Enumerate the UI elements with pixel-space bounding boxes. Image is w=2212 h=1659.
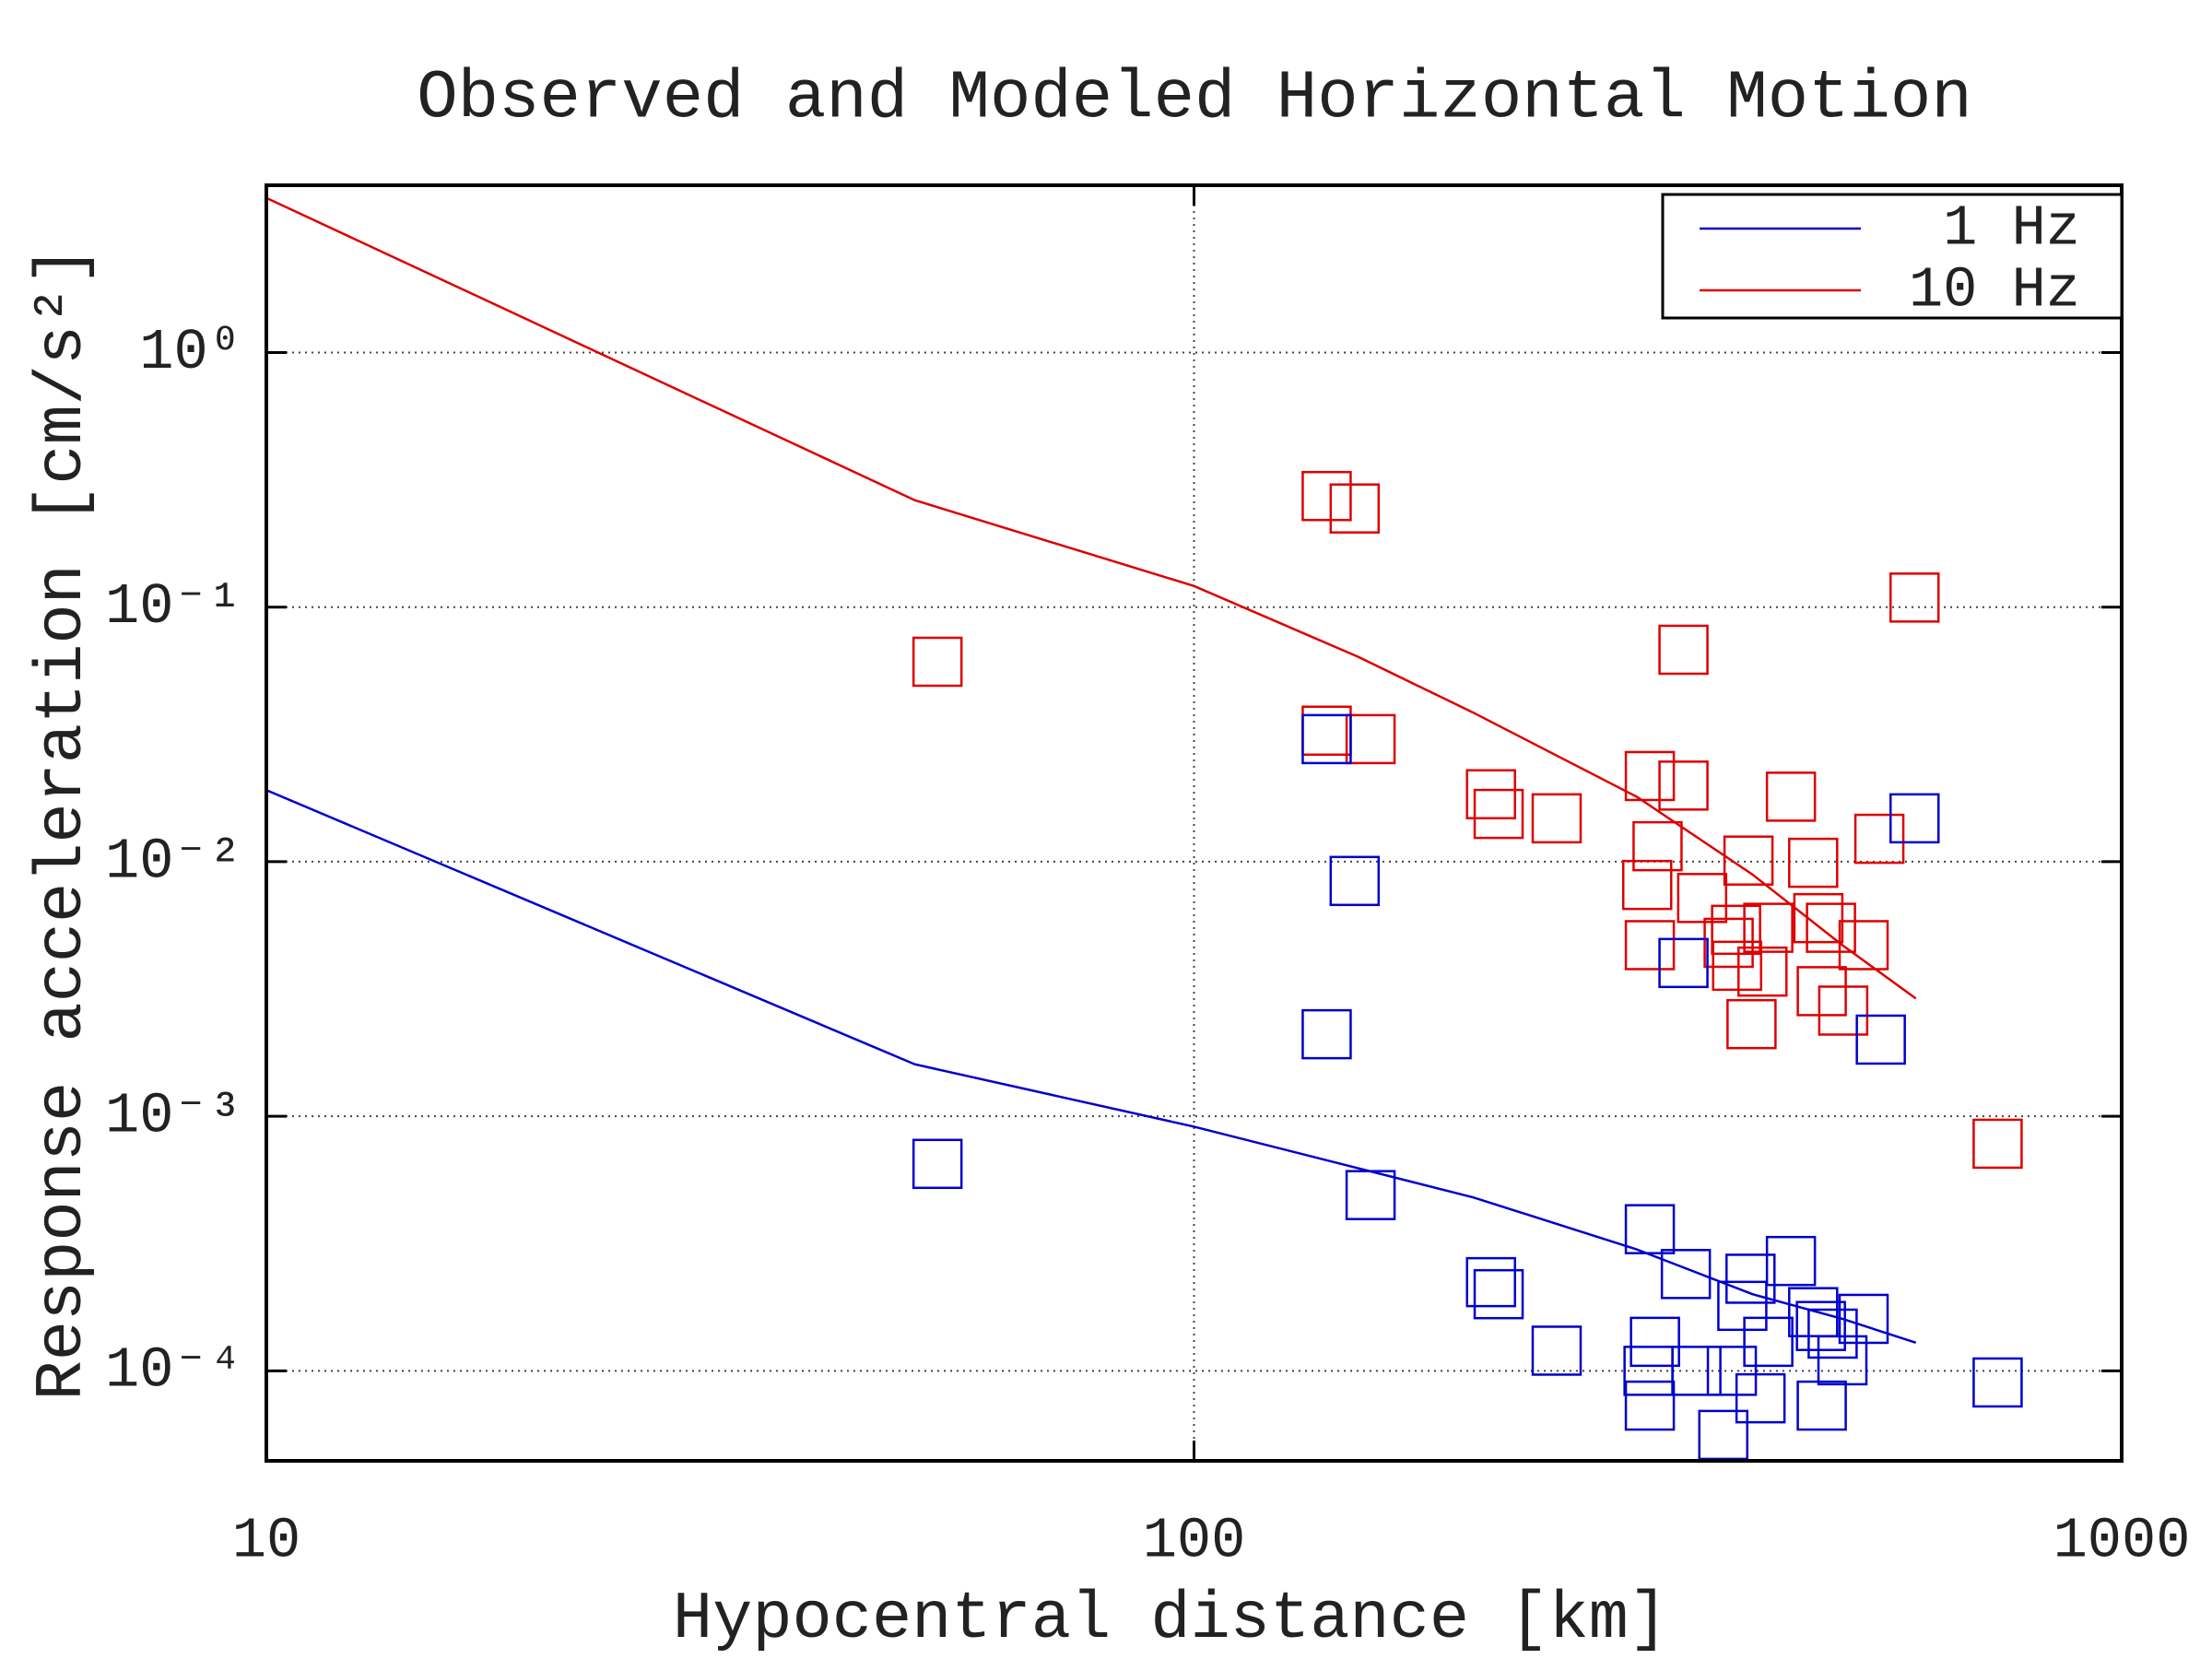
- scatter-point: [1677, 873, 1728, 924]
- scatter-point: [1658, 760, 1709, 811]
- series-line: [266, 789, 1917, 1344]
- scatter-point: [1807, 1308, 1858, 1359]
- chart-title: Observed and Modeled Horizontal Motion: [417, 61, 1971, 138]
- scatter-point: [1795, 1300, 1846, 1351]
- scatter-point: [912, 1138, 963, 1190]
- x-tick-label: 100: [1143, 1508, 1246, 1573]
- scatter-point: [1658, 624, 1709, 676]
- legend-label: 1 Hz: [1943, 195, 2080, 261]
- x-tick-label: 10: [232, 1508, 300, 1573]
- y-tick-label: 10⁰: [139, 320, 242, 385]
- series-line: [266, 196, 1917, 1000]
- scatter-point: [1531, 1325, 1583, 1376]
- scatter-point: [1796, 966, 1847, 1017]
- scatter-point: [1972, 1357, 2023, 1408]
- scatter-point: [1301, 1008, 1352, 1060]
- x-tick-label: 1000: [2053, 1508, 2191, 1573]
- scatter-point: [1624, 750, 1676, 802]
- plot-frame: [265, 183, 2124, 1463]
- scatter-point: [1671, 1346, 1722, 1396]
- y-tick-label: 10⁻³: [105, 1083, 242, 1148]
- scatter-point: [1723, 835, 1774, 886]
- scatter-point: [1301, 713, 1352, 765]
- scatter-point: [1706, 1346, 1758, 1396]
- scatter-point: [1717, 1280, 1768, 1332]
- scatter-point: [1624, 1380, 1676, 1431]
- scatter-point: [1888, 572, 1940, 623]
- scatter-point: [1632, 820, 1683, 872]
- scatter-point: [912, 636, 963, 688]
- scatter-point: [1765, 771, 1817, 822]
- scatter-point: [1698, 1409, 1749, 1461]
- y-axis-label: Response acceleration [cm/s²]: [25, 245, 100, 1400]
- y-tick-label: 10⁻²: [105, 829, 242, 894]
- y-tick-label: 10⁻⁴: [105, 1338, 242, 1404]
- scatter-point: [1838, 1293, 1889, 1345]
- scatter-point: [1473, 788, 1524, 840]
- scatter-point: [1531, 793, 1583, 844]
- scatter-point: [1711, 904, 1761, 956]
- y-tick-label: 10⁻¹: [105, 574, 242, 640]
- scatter-point: [1329, 483, 1381, 534]
- legend-label: 10 Hz: [1909, 257, 2080, 323]
- scatter-point: [1726, 998, 1777, 1050]
- scatter-point: [1806, 902, 1856, 953]
- scatter-point: [1465, 1256, 1516, 1308]
- scatter-point: [1630, 1316, 1680, 1368]
- scatter-point: [1345, 1170, 1396, 1220]
- scatter-point: [1473, 1268, 1524, 1320]
- scatter-point: [1817, 1335, 1868, 1386]
- scatter-point: [1301, 470, 1352, 522]
- scatter-point: [1855, 1014, 1906, 1065]
- scatter-point: [1788, 837, 1839, 888]
- scatter-point: [1743, 902, 1794, 953]
- legend-box: [1661, 193, 2124, 320]
- scatter-point: [1838, 920, 1889, 971]
- scatter-point: [1621, 859, 1673, 911]
- scatter-point: [1345, 713, 1396, 765]
- scatter-point: [1888, 793, 1940, 844]
- scatter-point: [1735, 1372, 1786, 1424]
- scatter-point: [1712, 940, 1763, 992]
- scatter-point: [1853, 813, 1905, 865]
- scatter-point: [1329, 855, 1381, 907]
- scatter-point: [1624, 920, 1676, 971]
- scatter-point: [1624, 1204, 1676, 1254]
- scatter-point: [1465, 769, 1516, 820]
- scatter-point: [1658, 937, 1709, 989]
- x-axis-label: Hypocentral distance [km]: [673, 1582, 1668, 1657]
- scatter-point: [1793, 892, 1844, 944]
- scatter-point: [1765, 1235, 1817, 1287]
- scatter-point: [1660, 1249, 1712, 1300]
- scatter-point: [1972, 1118, 2023, 1170]
- scatter-point: [1788, 1287, 1839, 1337]
- scatter-point: [1737, 946, 1788, 997]
- scatter-point: [1796, 1380, 1847, 1431]
- scatter-point: [1743, 1316, 1794, 1368]
- scatter-point: [1818, 985, 1869, 1036]
- scatter-point: [1725, 1253, 1776, 1304]
